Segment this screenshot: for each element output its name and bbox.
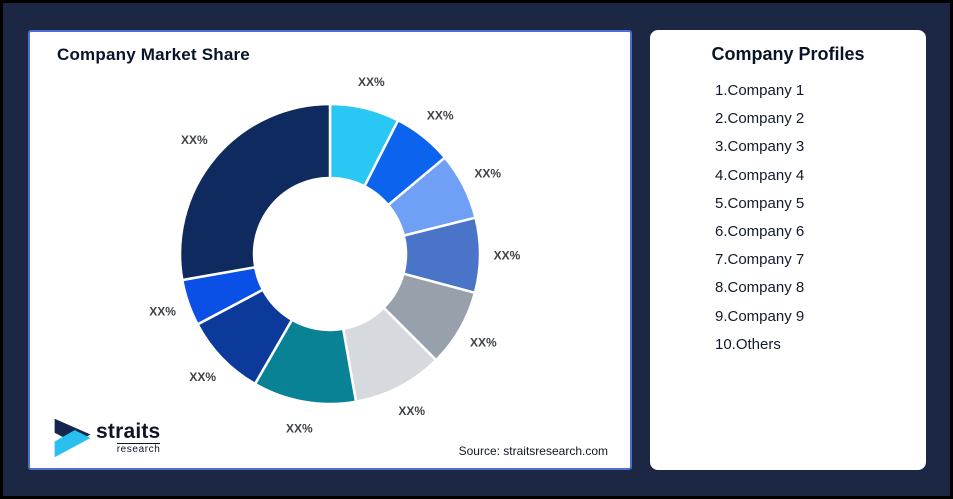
slice-value-label: XX%	[474, 167, 501, 181]
slice-value-label: XX%	[494, 249, 521, 263]
chart-title: Company Market Share	[57, 45, 250, 64]
company-list-item: 3.Company 3	[715, 138, 805, 156]
company-list-item: 7.Company 7	[715, 251, 805, 269]
company-list-item: 4.Company 4	[715, 166, 805, 184]
slice-value-label: XX%	[358, 75, 385, 89]
slice-value-label: XX%	[189, 370, 216, 384]
company-list-item: 9.Company 9	[715, 307, 805, 325]
company-list-item: 10.Others	[715, 335, 781, 353]
source-note: Source: straitsresearch.com	[458, 444, 608, 458]
donut-slice-others	[178, 102, 332, 282]
company-list-item: 5.Company 5	[715, 194, 805, 212]
logo-text: straits research	[96, 420, 161, 455]
company-list-item: 2.Company 2	[715, 110, 805, 128]
logo-brand-text: straits	[96, 420, 161, 443]
logo-sub-text: research	[116, 443, 161, 455]
slice-value-label: XX%	[181, 133, 208, 147]
straits-research-logo: straits research	[52, 416, 161, 460]
company-list-item: 6.Company 6	[715, 223, 805, 241]
slice-value-label: XX%	[470, 336, 497, 350]
slice-value-label: XX%	[398, 404, 425, 418]
slice-value-label: XX%	[427, 109, 454, 123]
slice-value-label: XX%	[149, 305, 176, 319]
slice-value-label: XX%	[286, 421, 313, 435]
company-profiles-list: 1.Company 1 2.Company 2 3.Company 3 4.Compa…	[650, 77, 926, 359]
market-share-donut-chart: XX% XX% XX% XX% XX% XX% XX% XX% XX% XX%	[149, 75, 521, 435]
company-profiles-card: Company Profiles 1.Company 1 2.Company 2 3…	[650, 30, 926, 470]
company-list-item: 8.Company 8	[715, 279, 805, 297]
profiles-title: Company Profiles	[711, 44, 865, 64]
straits-logo-icon	[54, 418, 91, 458]
market-share-card: Company Market Share XX% XX% XX% XX% XX% XX% X…	[28, 30, 632, 470]
company-list-item: 1.Company 1	[715, 82, 805, 99]
